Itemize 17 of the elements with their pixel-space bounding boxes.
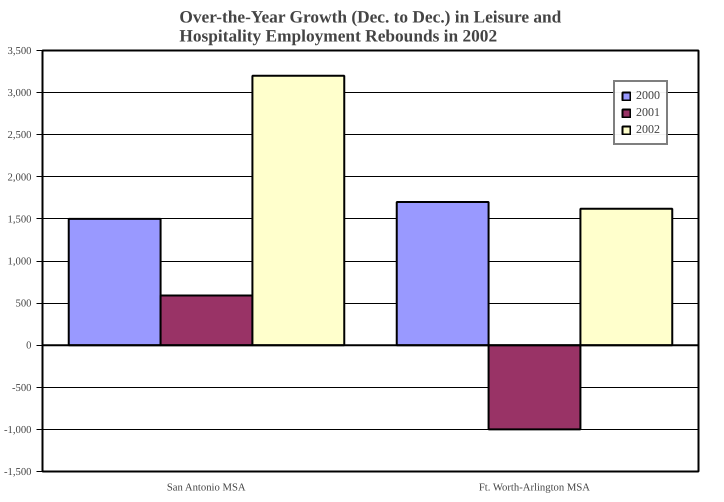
y-tick-label: 3,000: [8, 88, 32, 100]
y-tick-label: -500: [12, 382, 32, 394]
y-tick-label: 3,500: [8, 46, 32, 57]
legend-label: 2002: [636, 122, 660, 137]
y-tick-label: 2,500: [8, 130, 32, 142]
y-tick-label: 2,000: [8, 172, 32, 184]
y-tick-label: 0: [26, 340, 32, 352]
x-tick-label: San Antonio MSA: [166, 482, 246, 494]
chart-title: Over-the-Year Growth (Dec. to Dec.) in Leisure and Hospitality Employment Rebounds in 2002: [179, 8, 562, 46]
y-tick-label: 1,500: [8, 214, 32, 226]
legend-label: 2000: [636, 88, 660, 103]
x-tick-label: Ft. Worth-Arlington MSA: [478, 482, 590, 494]
y-tick-label: 1,000: [8, 256, 32, 268]
y-tick-label: 500: [16, 298, 32, 310]
y-tick-label: -1,000: [4, 424, 32, 436]
legend-label: 2001: [636, 105, 660, 120]
y-tick-label: -1,500: [4, 467, 32, 478]
